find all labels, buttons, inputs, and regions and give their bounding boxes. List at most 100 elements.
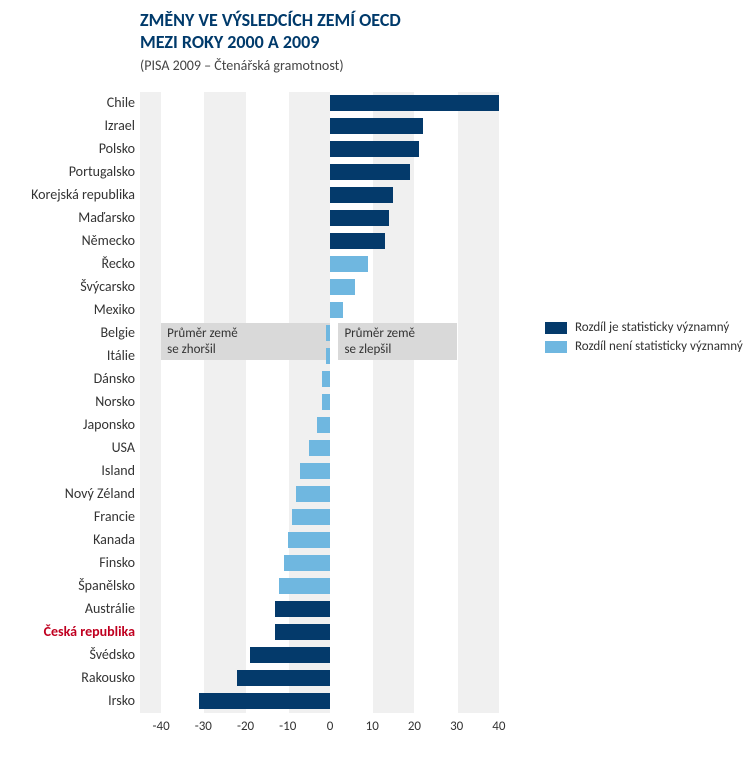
bar (330, 210, 389, 226)
country-label: Irsko (0, 690, 135, 712)
country-row: Kanada (0, 529, 748, 552)
bar (322, 371, 330, 387)
country-row: Řecko (0, 253, 748, 276)
chart-subtitle: (PISA 2009 – Čtenářská gramotnost) (140, 57, 401, 74)
country-label: Chile (0, 92, 135, 114)
country-row: Japonsko (0, 414, 748, 437)
x-tick-label: -10 (279, 719, 296, 734)
country-label: Island (0, 460, 135, 482)
bar (330, 279, 355, 295)
x-tick-label: 30 (450, 719, 463, 734)
country-row: USA (0, 437, 748, 460)
x-tick-label: 20 (408, 719, 421, 734)
country-row: Německo (0, 230, 748, 253)
country-label: Norsko (0, 391, 135, 413)
country-label: Španělsko (0, 575, 135, 597)
country-label: USA (0, 437, 135, 459)
bar (275, 601, 330, 617)
x-tick-label: 0 (327, 719, 334, 734)
country-row: Norsko (0, 391, 748, 414)
country-row: Korejská republika (0, 184, 748, 207)
country-label: Korejská republika (0, 184, 135, 206)
country-row: Francie (0, 506, 748, 529)
country-label: Belgie (0, 322, 135, 344)
bar (330, 233, 385, 249)
bar (330, 187, 393, 203)
bar (330, 256, 368, 272)
bar (330, 95, 499, 111)
legend-item: Rozdíl není statisticky významný (545, 339, 743, 354)
country-label: Nový Zéland (0, 483, 135, 505)
bar (326, 325, 330, 341)
x-tick-label: -30 (195, 719, 212, 734)
country-label: Dánsko (0, 368, 135, 390)
x-tick-label: -40 (153, 719, 170, 734)
legend-label: Rozdíl není statisticky významný (575, 339, 743, 354)
bar (326, 348, 330, 364)
bar (296, 486, 330, 502)
x-axis: -40 -30 -20 -10 0 10 20 30 40 (140, 717, 520, 737)
country-row: Maďarsko (0, 207, 748, 230)
country-row: Španělsko (0, 575, 748, 598)
country-row: Švédsko (0, 644, 748, 667)
country-label: Francie (0, 506, 135, 528)
country-label: Izrael (0, 115, 135, 137)
country-label: Polsko (0, 138, 135, 160)
country-row: Finsko (0, 552, 748, 575)
bar (275, 624, 330, 640)
legend: Rozdíl je statisticky významný Rozdíl nen… (545, 320, 743, 358)
bar (237, 670, 330, 686)
bar (330, 302, 343, 318)
chart-title: ZMĚNY VE VÝSLEDCÍCH ZEMÍ OECD MEZI ROKY … (140, 10, 401, 74)
legend-label: Rozdíl je statisticky významný (575, 320, 729, 335)
title-line-2: MEZI ROKY 2000 A 2009 (140, 32, 401, 54)
x-tick-label: 40 (492, 719, 505, 734)
country-row: Dánsko (0, 368, 748, 391)
country-row: Švýcarsko (0, 276, 748, 299)
legend-swatch (545, 322, 567, 334)
country-label: Švédsko (0, 644, 135, 666)
legend-swatch (545, 341, 567, 353)
bar (317, 417, 330, 433)
country-label: Kanada (0, 529, 135, 551)
country-label: Německo (0, 230, 135, 252)
country-label: Řecko (0, 253, 135, 275)
bar (292, 509, 330, 525)
country-label: Itálie (0, 345, 135, 367)
country-row: Česká republika (0, 621, 748, 644)
title-line-1: ZMĚNY VE VÝSLEDCÍCH ZEMÍ OECD (140, 10, 401, 32)
country-row: Chile (0, 92, 748, 115)
country-row: Izrael (0, 115, 748, 138)
x-tick-label: 10 (366, 719, 379, 734)
bar (279, 578, 330, 594)
bar (330, 141, 419, 157)
country-label: Švýcarsko (0, 276, 135, 298)
country-label: Austrálie (0, 598, 135, 620)
country-label: Česká republika (0, 621, 135, 643)
bar (309, 440, 330, 456)
country-label: Japonsko (0, 414, 135, 436)
country-row: Island (0, 460, 748, 483)
country-label: Maďarsko (0, 207, 135, 229)
country-label: Finsko (0, 552, 135, 574)
country-row: Portugalsko (0, 161, 748, 184)
country-label: Mexiko (0, 299, 135, 321)
x-tick-label: -20 (237, 719, 254, 734)
bar (199, 693, 330, 709)
bar (288, 532, 330, 548)
bar (330, 118, 423, 134)
country-label: Portugalsko (0, 161, 135, 183)
country-row: Irsko (0, 690, 748, 713)
country-row: Rakousko (0, 667, 748, 690)
country-row: Mexiko (0, 299, 748, 322)
country-row: Nový Zéland (0, 483, 748, 506)
bar (330, 164, 410, 180)
country-row: Polsko (0, 138, 748, 161)
country-row: Austrálie (0, 598, 748, 621)
bar (250, 647, 330, 663)
bar (300, 463, 330, 479)
country-label: Rakousko (0, 667, 135, 689)
legend-item: Rozdíl je statisticky významný (545, 320, 743, 335)
bar (284, 555, 330, 571)
bar (322, 394, 330, 410)
